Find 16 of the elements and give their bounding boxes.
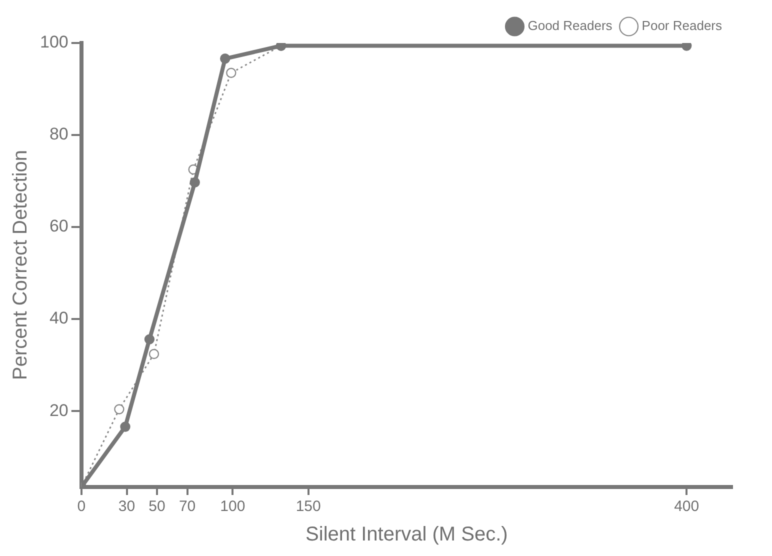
x-tick-label: 400 [674, 498, 700, 516]
legend-label: Good Readers [528, 18, 613, 34]
y-tick-label: 20 [49, 400, 68, 420]
legend-label: Poor Readers [642, 18, 722, 34]
x-tick-label: 100 [220, 498, 246, 516]
y-tick-label: 40 [49, 308, 68, 328]
y-tick-label: 100 [40, 32, 68, 52]
x-tick-label: 70 [178, 498, 196, 516]
y-tick-label: 80 [49, 124, 68, 144]
y-tick-label: 60 [49, 216, 68, 236]
x-tick-label: 30 [118, 498, 136, 516]
x-axis-title: Silent Interval (M Sec.) [306, 524, 508, 546]
x-tick-label: 150 [296, 498, 321, 516]
y-axis-title: Percent Correct Detection [10, 150, 32, 380]
x-tick-label: 0 [77, 498, 86, 516]
x-tick-label: 50 [148, 498, 166, 516]
